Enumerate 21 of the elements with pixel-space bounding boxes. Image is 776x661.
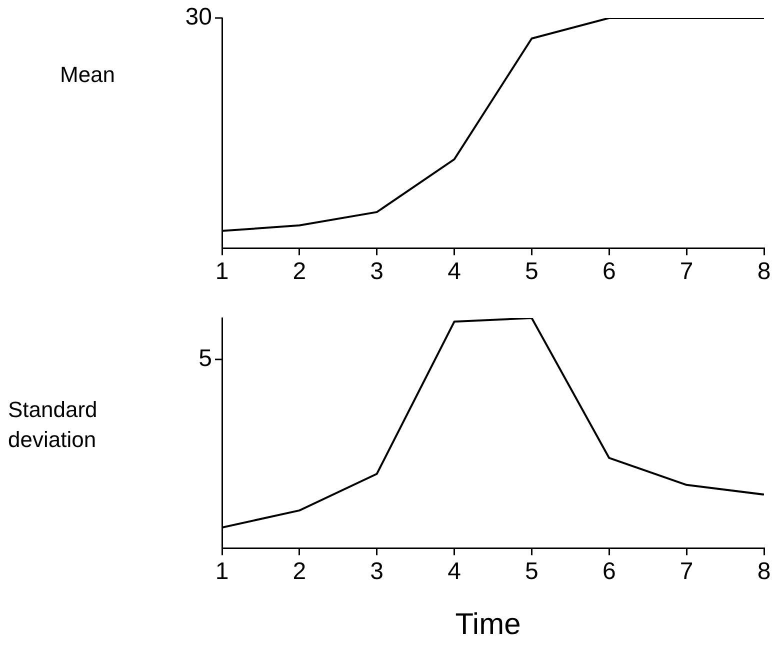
x-tick-label: 7 [680, 258, 694, 286]
x-tick-label: 3 [370, 258, 384, 286]
x-tick-label: 7 [680, 558, 694, 586]
x-tick-label: 4 [448, 258, 461, 286]
x-tick-label: 4 [448, 558, 461, 586]
y-axis-title: Standard deviation [7, 396, 98, 454]
text: 5 [198, 345, 212, 372]
x-tick-label: 5 [525, 258, 538, 286]
x-tick-label: 8 [757, 258, 771, 286]
x-tick-label: 2 [292, 558, 306, 586]
x-axis-title: Time [454, 608, 522, 642]
y-axis-title: Mean [59, 61, 116, 89]
x-tick-label: 6 [602, 558, 616, 586]
x-tick-label: 5 [525, 558, 538, 586]
x-tick-label: 6 [602, 258, 616, 286]
x-tick-label: 1 [215, 558, 229, 586]
x-tick-label: 8 [757, 558, 771, 586]
x-tick-label: 2 [292, 258, 306, 286]
x-tick-label: 3 [370, 558, 384, 586]
text: 30 [185, 4, 212, 31]
x-tick-label: 1 [215, 258, 229, 286]
